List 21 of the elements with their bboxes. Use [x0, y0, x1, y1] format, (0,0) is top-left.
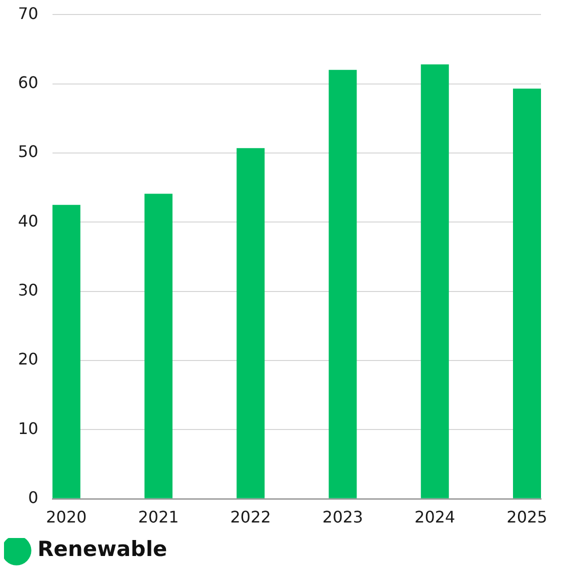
x-tick-label: 2022 — [230, 508, 271, 527]
y-tick-label: 60 — [18, 72, 38, 92]
bar — [420, 64, 449, 498]
y-tick-label: 40 — [18, 211, 38, 230]
x-tick-label: 2021 — [138, 508, 179, 527]
y-tick-label: 30 — [18, 280, 38, 300]
y-tick-label: 20 — [18, 350, 38, 369]
y-tick-label: 0 — [28, 488, 38, 507]
legend-label: Renewable — [38, 536, 168, 561]
bar — [512, 88, 541, 498]
bar — [52, 204, 80, 498]
bar — [236, 148, 265, 498]
y-tick-label: 10 — [18, 418, 38, 438]
x-tick-label: 2023 — [322, 508, 364, 527]
y-tick-label: 70 — [18, 4, 38, 23]
bar — [328, 70, 357, 498]
x-tick-label: 2025 — [506, 508, 548, 527]
x-tick-label: 2020 — [46, 508, 87, 527]
bar — [144, 194, 172, 498]
x-tick-label: 2024 — [414, 508, 456, 527]
y-tick-label: 50 — [18, 142, 38, 162]
